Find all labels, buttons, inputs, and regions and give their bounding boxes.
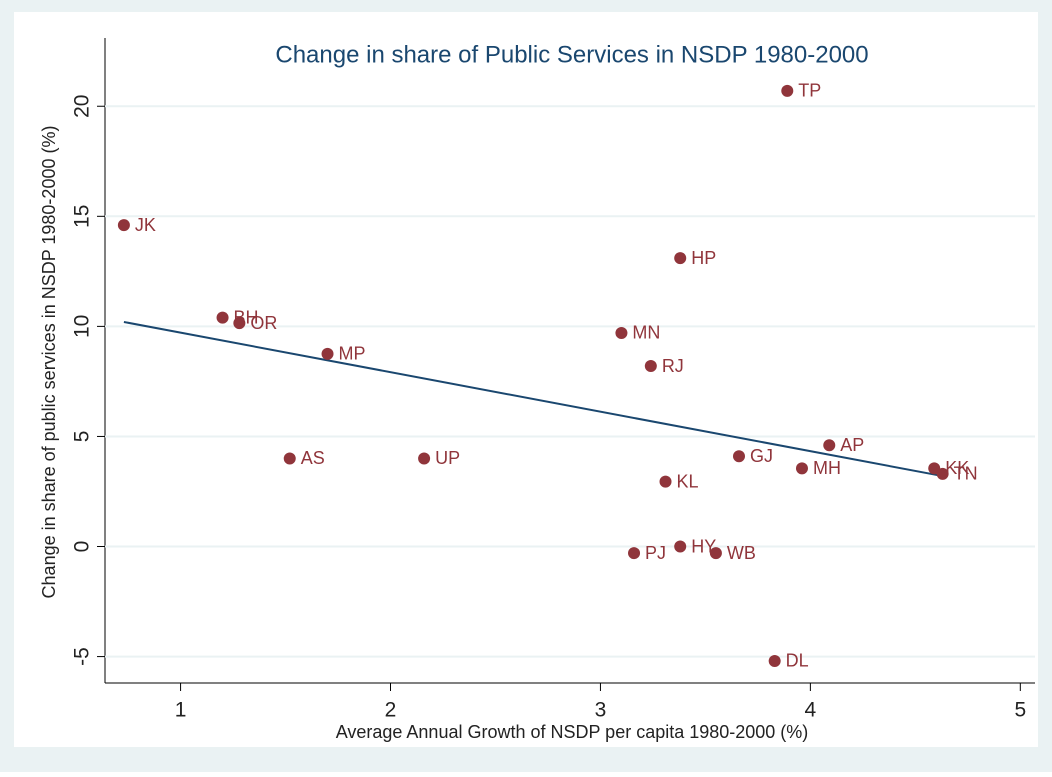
x-tick-label: 5: [1014, 699, 1026, 722]
x-tick-label: 4: [805, 699, 817, 722]
y-tick-label: -5: [71, 647, 94, 666]
point-label: KL: [677, 471, 699, 491]
graph-region: [14, 12, 1038, 747]
y-tick-label: 20: [71, 95, 94, 118]
point: [644, 360, 657, 373]
point-label: KK: [945, 458, 969, 478]
chart-title: Change in share of Public Services in NS…: [275, 41, 868, 68]
point-label: TP: [798, 81, 821, 101]
point-label: MN: [632, 323, 660, 343]
y-tick-label: 10: [71, 315, 94, 338]
point: [418, 452, 431, 465]
point-label: HY: [691, 536, 716, 556]
point: [768, 654, 781, 667]
point: [674, 252, 687, 265]
point-label: GJ: [750, 446, 773, 466]
y-tick-label: 15: [71, 205, 94, 228]
x-axis-label: Average Annual Growth of NSDP per capita…: [336, 722, 809, 742]
point-label: AS: [301, 448, 325, 468]
point: [233, 317, 246, 330]
point-label: UP: [435, 448, 460, 468]
y-tick-label: 5: [71, 431, 94, 443]
point-label: OR: [250, 313, 277, 333]
point-label: MH: [813, 458, 841, 478]
fit-line: [123, 320, 943, 478]
point-label: WB: [727, 543, 756, 563]
x-tick-label: 1: [175, 699, 187, 722]
x-tick-label: 3: [595, 699, 607, 722]
point-label: RJ: [662, 356, 684, 376]
point-label: AP: [840, 435, 864, 455]
point: [674, 540, 687, 553]
point: [321, 347, 334, 360]
point-label: MP: [339, 344, 366, 364]
point: [216, 311, 229, 324]
y-axis-label: Change in share of public services in NS…: [39, 126, 59, 599]
point-label: PJ: [645, 543, 666, 563]
point-label: JK: [135, 215, 156, 235]
point: [823, 439, 836, 452]
point-label: HP: [691, 248, 716, 268]
point: [117, 219, 130, 232]
point: [659, 475, 672, 488]
point: [709, 547, 722, 560]
point-label: TN: [954, 464, 978, 484]
point: [732, 450, 745, 463]
y-tick-label: 0: [71, 541, 94, 553]
x-tick-label: 2: [385, 699, 397, 722]
point: [781, 84, 794, 97]
point-label: DL: [786, 651, 809, 671]
point: [795, 462, 808, 475]
point: [628, 547, 641, 560]
point: [283, 452, 296, 465]
point: [615, 326, 628, 339]
point: [936, 467, 949, 480]
